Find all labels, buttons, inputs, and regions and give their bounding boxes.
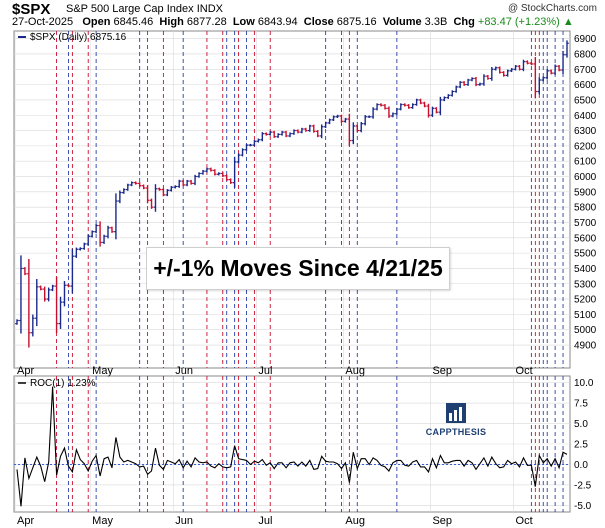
volume-value: 3.3B bbox=[424, 16, 448, 28]
brand-credit: @ StockCharts.com bbox=[507, 3, 597, 14]
price-x-tick: Aug bbox=[345, 365, 365, 377]
low-value: 6843.94 bbox=[257, 16, 298, 28]
chart-header: $SPX S&P 500 Large Cap Index INDX @ Stoc… bbox=[0, 0, 605, 30]
roc-x-tick: Apr bbox=[17, 515, 34, 527]
open-label: Open bbox=[82, 16, 111, 28]
roc-y-tick: 5.0 bbox=[574, 419, 588, 430]
high-value: 6877.28 bbox=[186, 16, 227, 28]
price-x-tick: May bbox=[92, 365, 113, 377]
price-y-tick: 6200 bbox=[574, 141, 597, 152]
quote-line: 27-Oct-2025 Open 6845.46 High 6877.28 Lo… bbox=[12, 16, 574, 28]
roc-y-tick: -5.0 bbox=[574, 501, 592, 512]
close-label: Close bbox=[303, 16, 334, 28]
exchange-code: INDX bbox=[196, 3, 223, 15]
roc-x-tick: Jun bbox=[175, 515, 193, 527]
index-name: S&P 500 Large Cap Index INDX bbox=[66, 3, 223, 15]
price-legend: $SPX (Daily) 6875.16 bbox=[30, 32, 127, 43]
roc-legend: ROC(1) 1.23% bbox=[30, 378, 96, 389]
price-y-tick: 5500 bbox=[574, 249, 597, 260]
chg-arrow-icon: ▲ bbox=[562, 16, 574, 28]
roc-x-tick: May bbox=[92, 515, 113, 527]
chg-value: +83.47 (+1.23%) bbox=[477, 16, 560, 28]
index-name-text: S&P 500 Large Cap Index bbox=[66, 3, 194, 15]
price-y-tick: 4900 bbox=[574, 341, 597, 352]
roc-y-tick: 2.5 bbox=[574, 440, 588, 451]
price-y-tick: 6600 bbox=[574, 80, 597, 91]
price-x-tick: Jun bbox=[175, 365, 193, 377]
roc-y-tick: 10.0 bbox=[574, 378, 594, 389]
price-y-tick: 5400 bbox=[574, 264, 597, 275]
price-y-tick: 6900 bbox=[574, 34, 597, 45]
price-y-tick: 5900 bbox=[574, 187, 597, 198]
roc-x-tick: Oct bbox=[516, 515, 533, 527]
open-value: 6845.46 bbox=[113, 16, 154, 28]
price-y-tick: 6300 bbox=[574, 126, 597, 137]
price-y-tick: 5000 bbox=[574, 325, 597, 336]
price-x-tick: Jul bbox=[258, 365, 272, 377]
price-y-tick: 5300 bbox=[574, 279, 597, 290]
high-label: High bbox=[159, 16, 184, 28]
price-y-tick: 6500 bbox=[574, 95, 597, 106]
price-y-tick: 6100 bbox=[574, 157, 597, 168]
price-y-tick: 5200 bbox=[574, 295, 597, 306]
price-x-tick: Sep bbox=[432, 365, 452, 377]
price-y-tick: 6000 bbox=[574, 172, 597, 183]
volume-label: Volume bbox=[382, 16, 422, 28]
roc-line bbox=[16, 386, 568, 507]
ticker-symbol: $SPX bbox=[12, 1, 51, 18]
chg-label: Chg bbox=[453, 16, 475, 28]
price-x-tick: Apr bbox=[17, 365, 34, 377]
annotation-box: +/-1% Moves Since 4/21/25 bbox=[146, 247, 450, 290]
roc-y-tick: 7.5 bbox=[574, 399, 588, 410]
capp-thesis-logo: CAPPTHESIS bbox=[421, 401, 491, 439]
roc-x-tick: Sep bbox=[432, 515, 452, 527]
price-panel bbox=[13, 30, 571, 369]
logo-mark-icon bbox=[446, 403, 466, 423]
price-y-tick: 5600 bbox=[574, 233, 597, 244]
annotation-text: +/-1% Moves Since 4/21/25 bbox=[153, 255, 443, 281]
price-y-tick: 5100 bbox=[574, 310, 597, 321]
quote-date: 27-Oct-2025 bbox=[12, 16, 74, 28]
price-y-tick: 5700 bbox=[574, 218, 597, 229]
price-y-tick: 6700 bbox=[574, 65, 597, 76]
logo-text: CAPPTHESIS bbox=[425, 427, 487, 437]
price-y-tick: 6400 bbox=[574, 111, 597, 122]
roc-x-tick: Jul bbox=[258, 515, 272, 527]
price-x-tick: Oct bbox=[516, 365, 533, 377]
price-y-tick: 5800 bbox=[574, 203, 597, 214]
roc-y-tick: 0.0 bbox=[574, 460, 588, 471]
price-y-tick: 6800 bbox=[574, 49, 597, 60]
roc-x-tick: Aug bbox=[345, 515, 365, 527]
roc-y-tick: -2.5 bbox=[574, 480, 592, 491]
low-label: Low bbox=[232, 16, 255, 28]
close-value: 6875.16 bbox=[336, 16, 377, 28]
